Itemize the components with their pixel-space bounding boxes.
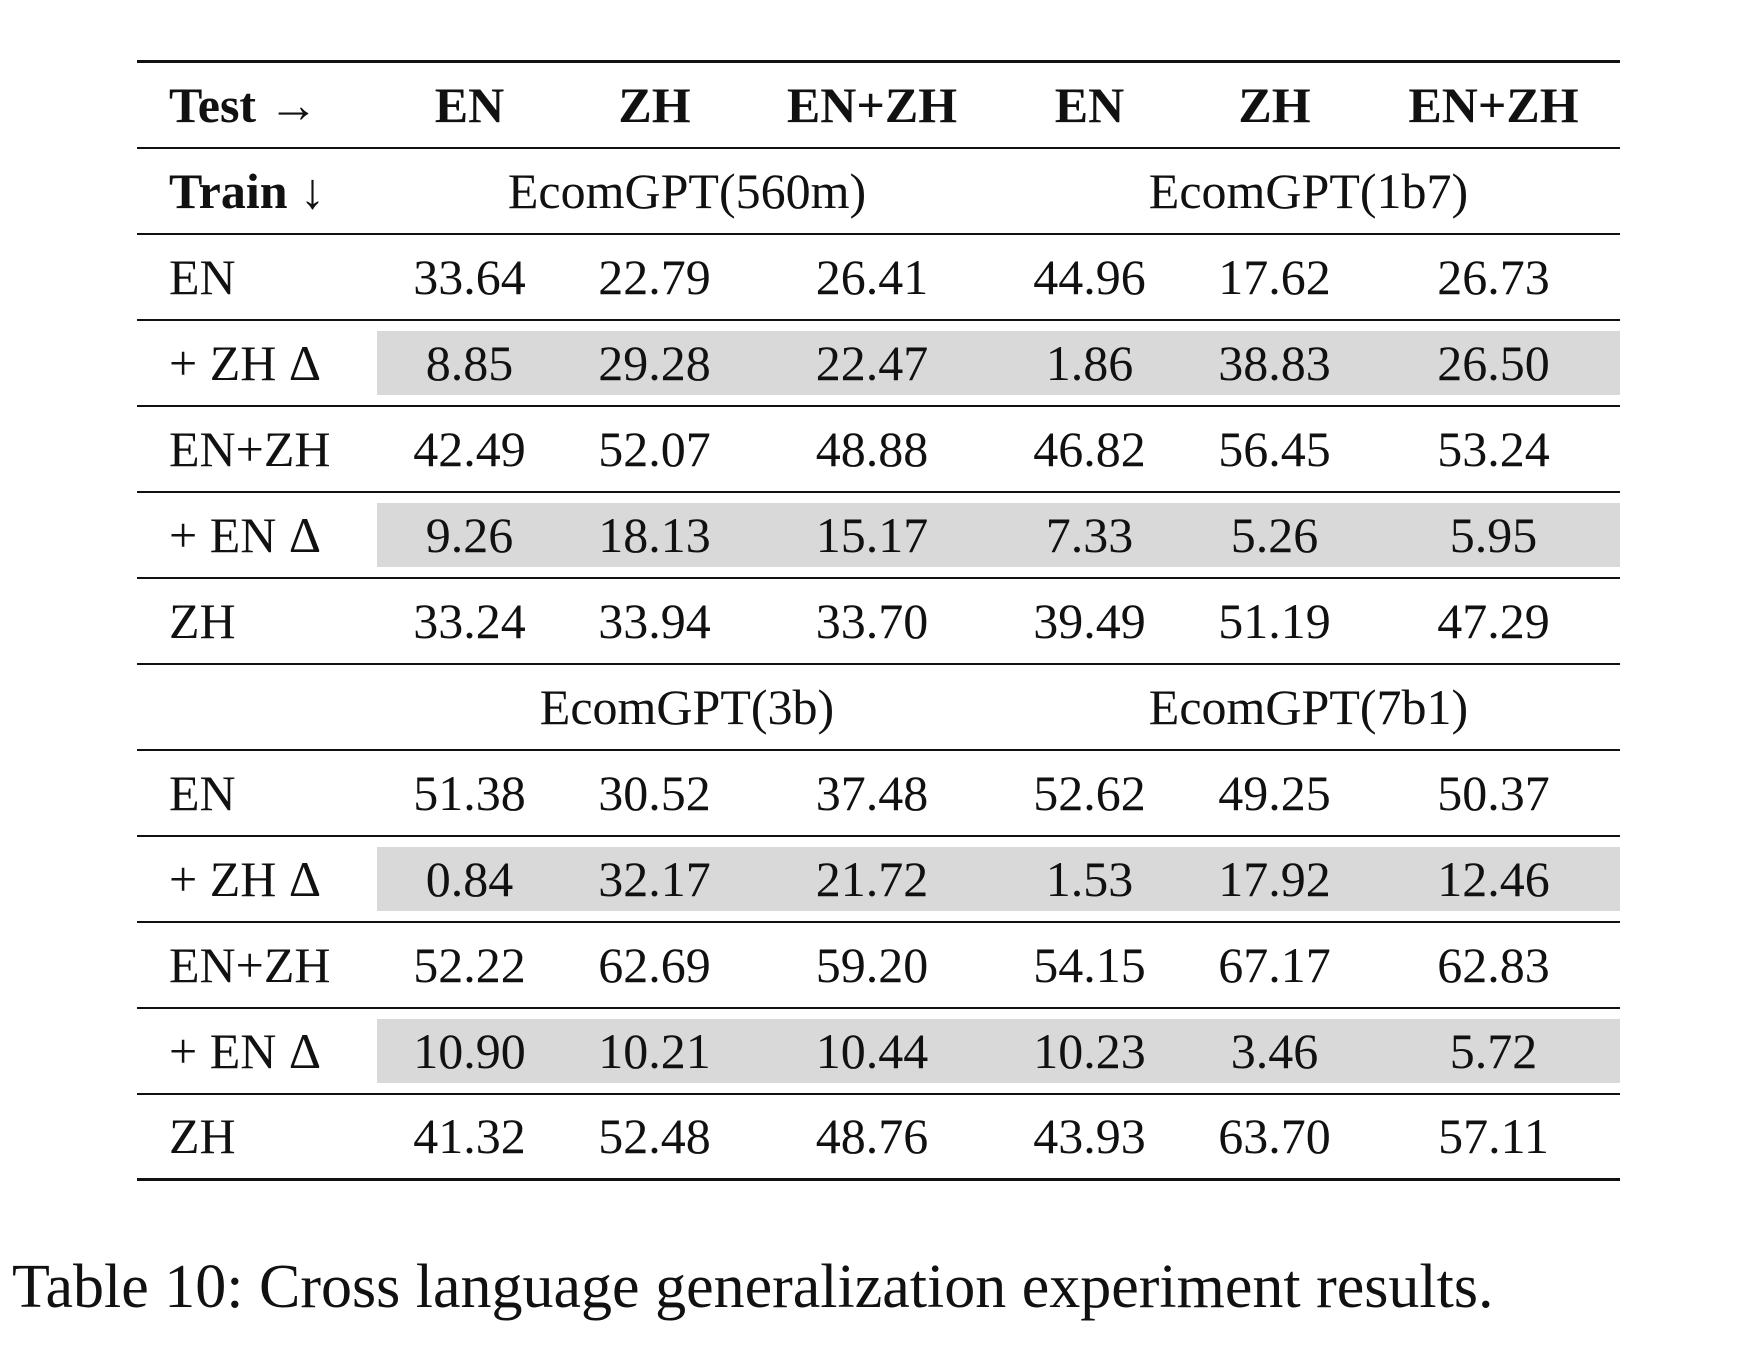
cell: 30.52 <box>598 764 711 821</box>
cell: 52.07 <box>598 420 711 477</box>
table-row-delta: + ZH Δ 0.84 32.17 21.72 1.53 17.92 12.46 <box>137 835 1620 922</box>
cell: 38.83 <box>1182 319 1367 406</box>
cell: 59.20 <box>815 936 929 993</box>
row-label: EN+ZH <box>169 420 331 477</box>
cell: 1.53 <box>997 835 1182 922</box>
cell: 17.62 <box>1218 248 1331 305</box>
cell: 5.95 <box>1367 491 1620 578</box>
col-header-zh-a: ZH <box>618 76 691 133</box>
cell: 33.94 <box>598 592 711 649</box>
cell: 48.76 <box>815 1108 929 1165</box>
row-label: ZH <box>169 1108 236 1165</box>
cell: 0.84 <box>377 835 562 922</box>
cell: 50.37 <box>1437 764 1550 821</box>
row-label: ZH <box>169 592 236 649</box>
model-label-560m: EcomGPT(560m) <box>507 162 867 219</box>
col-header-zh-b: ZH <box>1238 76 1311 133</box>
row-label: + ZH Δ <box>169 850 322 907</box>
cell: 67.17 <box>1218 936 1331 993</box>
cell: 52.22 <box>413 936 526 993</box>
cell: 21.72 <box>747 835 997 922</box>
model-label-7b1: EcomGPT(7b1) <box>1148 678 1469 735</box>
row-label: EN <box>169 248 236 305</box>
col-header-enzh-a: EN+ZH <box>786 76 958 133</box>
col-header-en-a: EN <box>434 76 505 133</box>
col-header-enzh-b: EN+ZH <box>1408 76 1579 133</box>
cell: 32.17 <box>562 835 747 922</box>
results-table-container: Test → EN ZH EN+ZH EN ZH EN+ZH Train ↓ E… <box>137 60 1620 1181</box>
cell: 44.96 <box>1033 248 1146 305</box>
cell: 48.88 <box>815 420 929 477</box>
cell: 3.46 <box>1182 1007 1367 1094</box>
cell: 26.50 <box>1367 319 1620 406</box>
table-row: EN 51.38 30.52 37.48 52.62 49.25 50.37 <box>137 750 1620 836</box>
cell: 1.86 <box>997 319 1182 406</box>
cell: 63.70 <box>1218 1108 1331 1165</box>
cell: 8.85 <box>377 319 562 406</box>
table-row-delta: + EN Δ 10.90 10.21 10.44 10.23 3.46 5.72 <box>137 1007 1620 1094</box>
table-caption: Table 10: Cross language generalization … <box>12 1253 1494 1321</box>
test-corner-label: Test → <box>169 76 319 133</box>
train-label: Train ↓ <box>169 162 326 219</box>
cell: 62.83 <box>1437 936 1550 993</box>
cell: 46.82 <box>1033 420 1146 477</box>
cell: 10.90 <box>377 1007 562 1094</box>
row-label: + ZH Δ <box>169 334 322 391</box>
table-row: ZH 33.24 33.94 33.70 39.49 51.19 47.29 <box>137 578 1620 664</box>
cross-language-results-table: Test → EN ZH EN+ZH EN ZH EN+ZH Train ↓ E… <box>137 60 1620 1181</box>
cell: 41.32 <box>413 1108 526 1165</box>
col-header-en-b: EN <box>1054 76 1125 133</box>
cell: 12.46 <box>1367 835 1620 922</box>
cell: 7.33 <box>997 491 1182 578</box>
table-row: ZH 41.32 52.48 48.76 43.93 63.70 57.11 <box>137 1094 1620 1180</box>
cell: 54.15 <box>1033 936 1146 993</box>
section2-model-row: EcomGPT(3b) EcomGPT(7b1) <box>137 664 1620 750</box>
cell: 62.69 <box>598 936 711 993</box>
cell: 10.21 <box>562 1007 747 1094</box>
cell: 26.73 <box>1437 248 1550 305</box>
table-row: EN 33.64 22.79 26.41 44.96 17.62 26.73 <box>137 234 1620 320</box>
cell: 51.38 <box>413 764 526 821</box>
table-row: EN+ZH 52.22 62.69 59.20 54.15 67.17 62.8… <box>137 922 1620 1008</box>
cell: 17.92 <box>1182 835 1367 922</box>
cell: 33.64 <box>413 248 526 305</box>
cell: 52.62 <box>1033 764 1146 821</box>
row-label: + EN Δ <box>169 1022 322 1079</box>
row-label: EN <box>169 764 236 821</box>
header-row: Test → EN ZH EN+ZH EN ZH EN+ZH <box>137 61 1620 148</box>
cell: 57.11 <box>1438 1108 1549 1165</box>
cell: 39.49 <box>1033 592 1146 649</box>
cell: 52.48 <box>598 1108 711 1165</box>
cell: 5.26 <box>1182 491 1367 578</box>
cell: 9.26 <box>377 491 562 578</box>
cell: 22.79 <box>598 248 711 305</box>
cell: 10.23 <box>997 1007 1182 1094</box>
cell: 33.24 <box>413 592 526 649</box>
cell: 51.19 <box>1218 592 1331 649</box>
cell: 18.13 <box>562 491 747 578</box>
cell: 29.28 <box>562 319 747 406</box>
table-row-delta: + EN Δ 9.26 18.13 15.17 7.33 5.26 5.95 <box>137 491 1620 578</box>
cell: 49.25 <box>1218 764 1331 821</box>
row-label: EN+ZH <box>169 936 331 993</box>
cell: 15.17 <box>747 491 997 578</box>
cell: 42.49 <box>413 420 526 477</box>
cell: 5.72 <box>1367 1007 1620 1094</box>
section1-model-row: Train ↓ EcomGPT(560m) EcomGPT(1b7) <box>137 148 1620 234</box>
cell: 43.93 <box>1033 1108 1146 1165</box>
table-row-delta: + ZH Δ 8.85 29.28 22.47 1.86 38.83 26.50 <box>137 319 1620 406</box>
cell: 26.41 <box>815 248 929 305</box>
cell: 56.45 <box>1218 420 1331 477</box>
model-label-3b: EcomGPT(3b) <box>539 678 835 735</box>
table-row: EN+ZH 42.49 52.07 48.88 46.82 56.45 53.2… <box>137 406 1620 492</box>
cell: 37.48 <box>815 764 929 821</box>
cell: 10.44 <box>747 1007 997 1094</box>
cell: 33.70 <box>815 592 929 649</box>
cell: 22.47 <box>747 319 997 406</box>
cell: 47.29 <box>1437 592 1550 649</box>
cell: 53.24 <box>1437 420 1550 477</box>
empty-corner <box>137 664 377 750</box>
row-label: + EN Δ <box>169 506 322 563</box>
model-label-1b7: EcomGPT(1b7) <box>1148 162 1469 219</box>
